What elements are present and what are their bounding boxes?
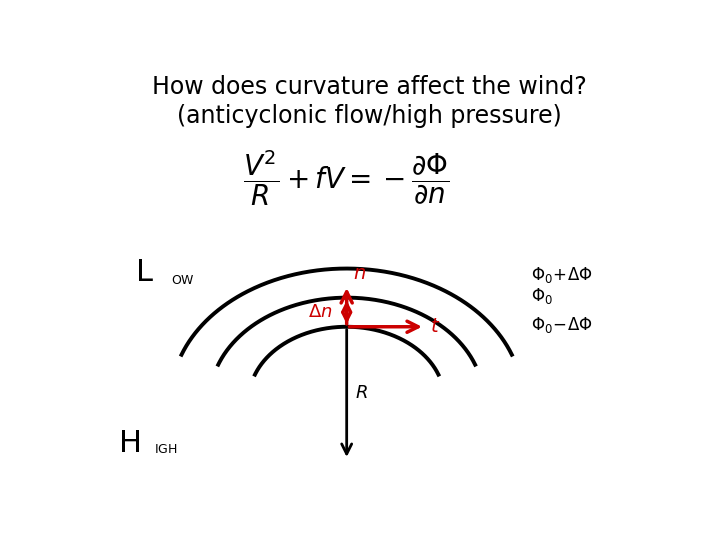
Text: $\mathrm{OW}$: $\mathrm{OW}$ — [171, 274, 194, 287]
Text: $\Phi_0\!-\!\Delta\Phi$: $\Phi_0\!-\!\Delta\Phi$ — [531, 315, 593, 335]
Text: How does curvature affect the wind?: How does curvature affect the wind? — [152, 75, 586, 99]
Text: $\mathrm{IGH}$: $\mathrm{IGH}$ — [154, 443, 178, 456]
Text: $\dfrac{V^2}{R} + fV = -\dfrac{\partial\Phi}{\partial n}$: $\dfrac{V^2}{R} + fV = -\dfrac{\partial\… — [243, 148, 450, 207]
Text: $\Delta n$: $\Delta n$ — [308, 303, 333, 321]
Text: $\mathsf{L}$: $\mathsf{L}$ — [135, 258, 153, 287]
Text: $R$: $R$ — [355, 384, 368, 402]
Text: $\mathsf{H}$: $\mathsf{H}$ — [118, 429, 140, 458]
Text: $\Phi_0\!+\!\Delta\Phi$: $\Phi_0\!+\!\Delta\Phi$ — [531, 265, 593, 285]
Text: (anticyclonic flow/high pressure): (anticyclonic flow/high pressure) — [176, 104, 562, 129]
Text: $t$: $t$ — [431, 318, 441, 336]
Text: $\Phi_0$: $\Phi_0$ — [531, 286, 553, 306]
Text: $n$: $n$ — [354, 264, 366, 283]
